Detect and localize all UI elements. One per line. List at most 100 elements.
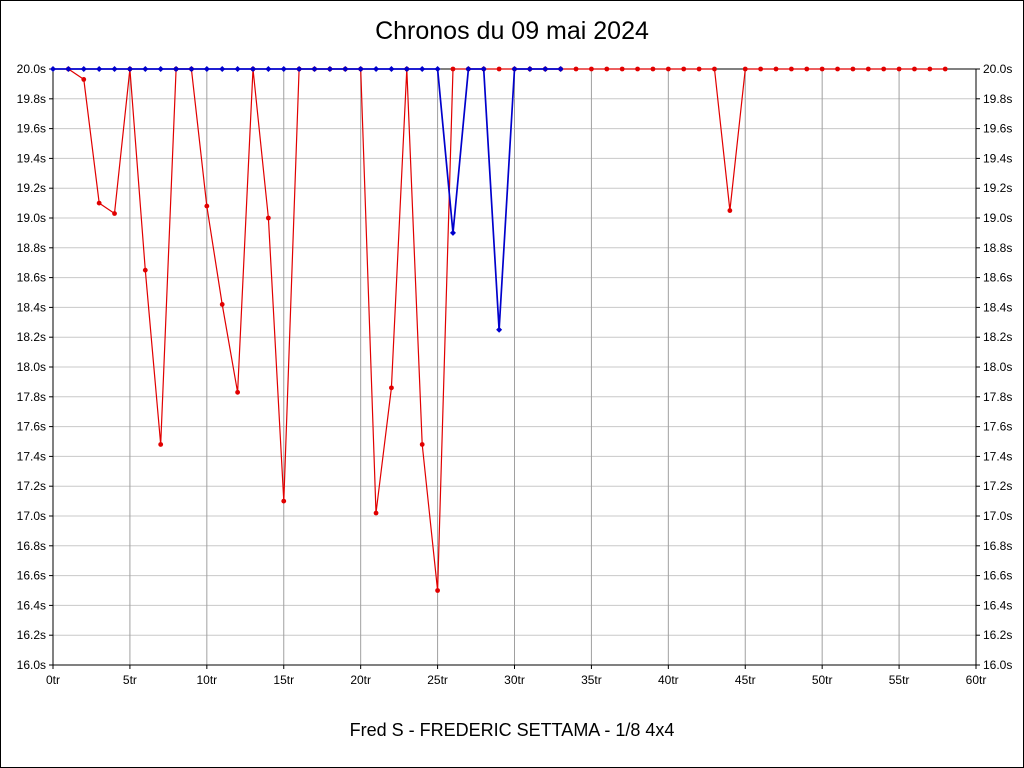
lap-times-blue-marker xyxy=(219,66,226,72)
lap-times-blue-marker xyxy=(157,66,164,72)
y-axis-label-right: 17.4s xyxy=(983,449,1012,463)
lap-times-blue-marker xyxy=(373,66,380,72)
lap-times-blue-marker xyxy=(249,66,256,72)
y-axis-label-right: 18.0s xyxy=(983,360,1012,374)
lap-times-blue-marker xyxy=(388,66,395,72)
lap-times-blue-marker xyxy=(126,66,133,72)
lap-times-blue-marker xyxy=(173,66,180,72)
lap-times-blue-marker xyxy=(296,66,303,72)
lap-times-blue-marker xyxy=(434,66,441,72)
x-axis-label: 50tr xyxy=(812,673,833,687)
chart-footer: Fred S - FREDERIC SETTAMA - 1/8 4x4 xyxy=(349,720,675,740)
lap-times-blue-marker xyxy=(96,66,103,72)
lap-times-red-marker xyxy=(235,389,241,395)
lap-times-blue-marker xyxy=(480,66,487,72)
lap-times-red-marker xyxy=(712,66,717,72)
y-axis-label-left: 16.6s xyxy=(17,569,46,583)
y-axis-label-right: 17.0s xyxy=(983,509,1012,523)
lap-times-red-marker xyxy=(96,200,102,206)
lap-times-red-marker xyxy=(219,302,225,307)
lap-times-blue-marker xyxy=(142,66,149,72)
lap-times-red-marker xyxy=(850,66,856,72)
lap-times-blue-marker xyxy=(280,66,287,72)
y-axis-label-right: 19.0s xyxy=(983,211,1012,225)
lap-times-blue-marker xyxy=(419,66,426,72)
lap-times-blue-marker xyxy=(326,66,333,72)
y-axis-label-left: 18.0s xyxy=(17,360,46,374)
lap-times-blue-marker xyxy=(50,66,56,72)
y-axis-label-right: 20.0s xyxy=(983,62,1012,76)
y-axis-label-left: 18.2s xyxy=(17,330,46,344)
y-axis-label-right: 17.6s xyxy=(983,420,1012,434)
lap-times-blue-marker xyxy=(511,66,518,72)
lap-times-red-marker xyxy=(681,66,687,72)
y-axis-label-left: 17.2s xyxy=(17,479,46,493)
lap-times-red-marker xyxy=(204,203,210,209)
lap-times-blue-marker xyxy=(465,66,472,72)
x-axis-label: 10tr xyxy=(196,673,217,687)
lap-times-blue-marker xyxy=(557,66,564,72)
lap-times-red-marker xyxy=(942,66,948,72)
y-axis-label-right: 19.2s xyxy=(983,181,1012,195)
lap-times-red-marker xyxy=(896,66,902,72)
y-axis-label-right: 19.8s xyxy=(983,92,1012,106)
lap-times-blue-marker xyxy=(542,66,549,72)
y-axis-label-left: 17.0s xyxy=(17,509,46,523)
lap-times-red-marker xyxy=(435,588,440,593)
lap-times-blue-marker xyxy=(265,66,272,72)
y-axis-label-right: 18.6s xyxy=(983,271,1012,285)
y-axis-label-right: 16.8s xyxy=(983,539,1012,553)
lap-times-red-marker xyxy=(650,66,656,72)
y-axis-label-left: 18.6s xyxy=(17,271,46,285)
x-axis-label: 35tr xyxy=(581,673,602,687)
lap-times-blue-marker xyxy=(496,326,503,333)
y-axis-label-left: 18.4s xyxy=(17,300,46,314)
lap-times-red-marker xyxy=(727,208,733,213)
lap-times-blue-marker xyxy=(188,66,195,72)
x-axis-label: 55tr xyxy=(889,673,910,687)
y-axis-label-right: 19.6s xyxy=(983,122,1012,136)
x-axis-label: 30tr xyxy=(504,673,525,687)
y-axis-label-left: 19.0s xyxy=(17,211,46,225)
lap-times-red-marker xyxy=(881,66,887,72)
y-axis-label-right: 16.4s xyxy=(983,598,1012,612)
lap-times-red-marker xyxy=(112,211,117,216)
lap-times-red-marker xyxy=(450,66,456,72)
lap-times-red-marker xyxy=(773,66,779,72)
lap-times-blue-marker xyxy=(526,66,533,72)
y-axis-label-left: 19.2s xyxy=(17,181,46,195)
x-axis-label: 15tr xyxy=(273,673,294,687)
lap-times-red-marker xyxy=(158,442,164,447)
lap-times-red-marker xyxy=(819,66,825,72)
y-axis-label-right: 16.0s xyxy=(983,658,1012,672)
y-axis-label-left: 19.4s xyxy=(17,151,46,165)
lap-times-blue-marker xyxy=(311,66,318,72)
lap-times-red-marker xyxy=(758,66,764,72)
lap-times-blue-marker xyxy=(80,66,87,72)
lap-times-red-marker xyxy=(281,498,287,504)
lap-times-blue-marker xyxy=(449,229,456,236)
lap-times-red-marker xyxy=(865,66,871,72)
lap-times-red-marker xyxy=(419,442,425,447)
y-axis-label-right: 17.8s xyxy=(983,390,1012,404)
y-axis-label-right: 18.2s xyxy=(983,330,1012,344)
lap-times-red-marker xyxy=(696,66,702,72)
lap-times-red-marker xyxy=(81,77,87,82)
y-axis-label-right: 16.6s xyxy=(983,569,1012,583)
lap-times-red-marker xyxy=(927,66,933,72)
lap-times-red-marker xyxy=(665,66,671,72)
y-axis-label-left: 16.2s xyxy=(17,628,46,642)
chart-title: Chronos du 09 mai 2024 xyxy=(375,17,649,45)
lap-times-blue-marker xyxy=(111,66,118,72)
lap-times-blue-line xyxy=(53,68,561,330)
lap-times-red-marker xyxy=(635,66,640,72)
x-axis-label: 45tr xyxy=(735,673,756,687)
x-axis-label: 5tr xyxy=(123,673,137,687)
lap-times-blue-marker xyxy=(403,66,410,72)
y-axis-label-right: 18.4s xyxy=(983,300,1012,314)
lap-times-red-marker xyxy=(389,385,394,391)
lap-times-blue-marker xyxy=(234,66,241,72)
lap-times-red-marker xyxy=(604,66,610,72)
lap-times-red-marker xyxy=(789,66,794,72)
